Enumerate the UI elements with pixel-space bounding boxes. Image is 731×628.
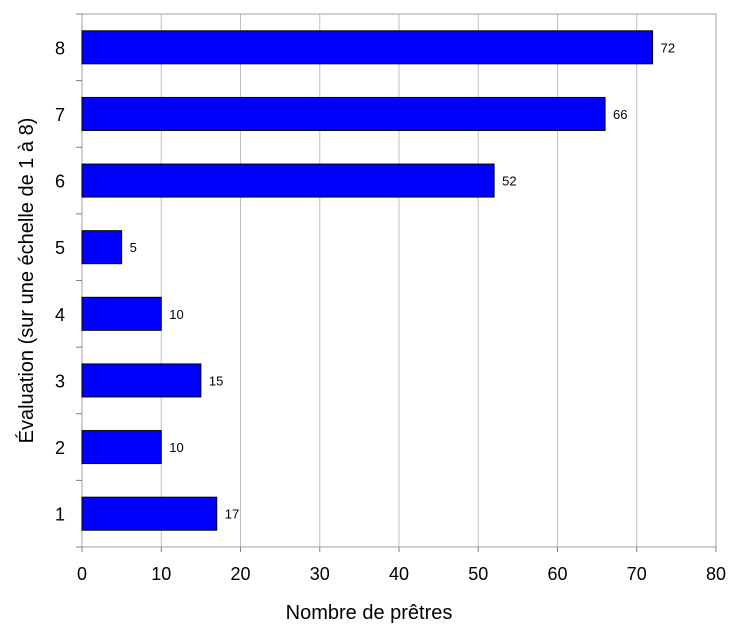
- bar: [81, 96, 606, 131]
- y-tick-label: 8: [55, 38, 65, 58]
- data-label: 15: [209, 373, 223, 388]
- bar: [81, 30, 654, 65]
- bar: [81, 163, 495, 198]
- y-tick-label: 2: [55, 438, 65, 458]
- x-tick-label: 0: [77, 564, 87, 584]
- x-tick-label: 50: [468, 564, 488, 584]
- bars: [81, 30, 654, 531]
- y-axis-title: Évaluation (sur une échelle de 1 à 8): [15, 118, 38, 444]
- data-label: 10: [169, 440, 183, 455]
- y-tick-label: 3: [55, 371, 65, 391]
- data-label: 66: [613, 107, 627, 122]
- y-tick-label: 1: [55, 505, 65, 525]
- x-tick-label: 70: [627, 564, 647, 584]
- x-tick-label: 10: [151, 564, 171, 584]
- data-label: 10: [169, 307, 183, 322]
- x-tick-label: 60: [547, 564, 567, 584]
- data-label: 72: [661, 40, 675, 55]
- bar: [81, 430, 162, 465]
- x-tick-label: 80: [706, 564, 726, 584]
- x-tick-label: 20: [230, 564, 250, 584]
- x-tick-label: 40: [389, 564, 409, 584]
- data-labels: 17 10 15 10 5 52 66 72: [130, 40, 675, 521]
- grid-lines: [160, 14, 638, 547]
- x-tick-label: 30: [310, 564, 330, 584]
- data-label: 17: [225, 507, 239, 522]
- y-tick-label: 4: [55, 305, 65, 325]
- bar: [81, 230, 123, 265]
- bar: [81, 496, 218, 531]
- data-label: 52: [502, 174, 516, 189]
- y-tick-label: 6: [55, 172, 65, 192]
- bar: [81, 363, 202, 398]
- x-axis-title: Nombre de prêtres: [286, 602, 453, 624]
- data-label: 5: [130, 240, 137, 255]
- y-tick-label: 7: [55, 105, 65, 125]
- bar: [81, 296, 162, 331]
- axes: 0 10 20 30 40 50 60 70 80 1 2 3 4 5 6 7 8: [55, 13, 726, 584]
- y-tick-label: 5: [55, 238, 65, 258]
